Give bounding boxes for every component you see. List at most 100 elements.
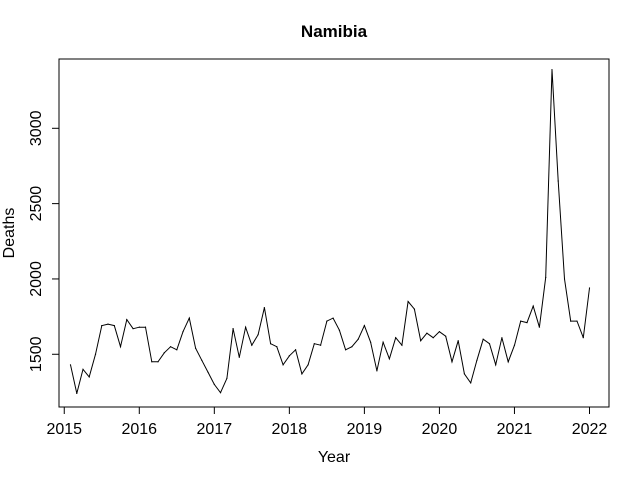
data-point [269,343,272,345]
y-axis: 1500 2000 2500 3000 [28,110,60,372]
data-point [520,320,522,322]
data-point [219,392,222,394]
data-point [382,341,384,343]
data-point [245,326,247,328]
data-point [226,377,228,379]
data-point [151,361,153,363]
data-point [345,349,347,351]
data-point [538,326,541,328]
chart-title: Namibia [301,22,368,41]
data-point [301,373,303,375]
data-point [320,344,322,346]
data-point [76,392,78,395]
data-point [94,353,97,355]
data-point [370,341,372,343]
x-tick-label: 2021 [497,421,533,438]
data-point [507,361,509,363]
data-point [513,344,516,346]
data-point [138,326,140,328]
data-point [557,180,559,182]
data-point [157,361,159,363]
x-tick-label: 2022 [572,421,608,438]
data-point [201,359,203,361]
data-point [294,349,297,351]
x-tick-label: 2019 [347,421,383,438]
data-point [119,346,122,348]
data-point [326,320,328,322]
data-point [276,346,278,348]
data-point [207,371,209,373]
data-point [282,364,284,366]
data-point [426,332,428,334]
data-point [351,346,353,348]
data-point [113,325,115,327]
x-tick-label: 2018 [272,421,308,438]
data-points [69,68,591,395]
data-point [401,344,403,346]
data-point [107,323,109,325]
data-point [257,334,259,336]
plot-frame [58,58,610,408]
data-point [188,317,190,319]
data-point [501,337,503,339]
x-tick-label: 2017 [197,421,233,438]
data-point [432,337,434,339]
data-point [307,364,309,366]
data-point [88,376,90,378]
data-point [582,337,584,339]
x-tick-label: 2016 [121,421,157,438]
data-point [251,344,253,346]
data-point [163,352,165,354]
data-point [576,320,578,322]
data-point [495,364,497,366]
data-point [357,338,359,340]
data-point [470,382,472,384]
data-point [338,329,341,331]
data-point [144,326,147,328]
data-point [132,328,134,330]
data-point [388,358,390,360]
data-point [176,349,178,351]
data-point [169,346,172,348]
data-point [588,287,591,289]
data-point [263,306,265,309]
data-point [194,347,197,349]
data-point [526,322,528,324]
y-tick-label: 3000 [28,110,45,146]
data-point [532,305,534,307]
y-axis-label: Deaths [1,208,18,259]
data-point [476,359,478,361]
y-tick-label: 2500 [28,186,45,222]
data-point [313,343,315,345]
data-point [570,320,572,322]
data-point [232,328,234,330]
data-point [482,338,484,340]
data-point [213,383,215,386]
data-point [551,68,553,71]
y-tick-label: 2000 [28,261,45,297]
data-point [82,368,84,370]
data-point [420,340,422,342]
data-point [126,319,128,321]
data-point [395,337,397,339]
data-point [445,335,447,337]
data-point [545,276,547,279]
data-point [288,355,290,357]
y-tick-label: 1500 [28,336,45,372]
data-point [101,325,103,327]
data-point [563,278,566,280]
data-point [407,300,409,303]
x-axis-label: Year [318,449,351,466]
data-point [363,325,365,327]
series-line [70,69,590,394]
data-point [413,308,416,310]
data-point [182,331,184,333]
x-tick-label: 2020 [422,421,458,438]
data-point [69,364,72,366]
data-point [438,331,441,333]
data-point [488,343,491,345]
data-point [457,340,459,342]
data-point [463,373,466,375]
data-point [451,361,453,363]
